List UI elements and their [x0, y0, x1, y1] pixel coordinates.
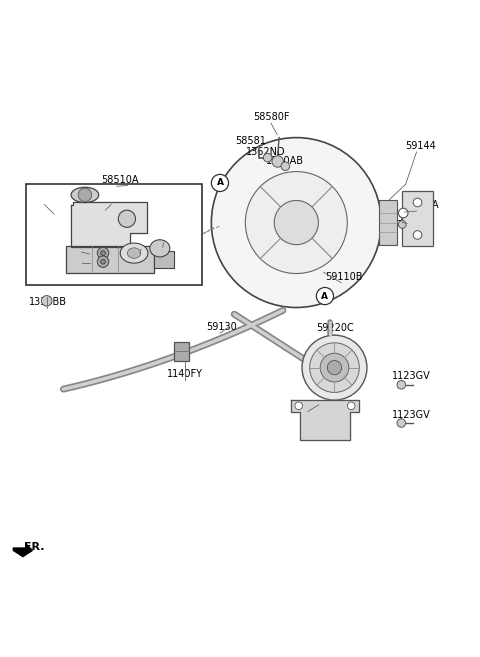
- Circle shape: [211, 174, 228, 192]
- Polygon shape: [290, 400, 360, 440]
- Bar: [174, 342, 190, 361]
- Circle shape: [398, 221, 406, 228]
- Circle shape: [118, 210, 135, 227]
- Text: 58580F: 58580F: [253, 112, 289, 122]
- Circle shape: [310, 343, 360, 392]
- Text: 24105: 24105: [149, 232, 180, 242]
- Circle shape: [211, 137, 381, 307]
- Circle shape: [348, 402, 355, 409]
- Polygon shape: [13, 544, 33, 556]
- Text: 1710AB: 1710AB: [266, 156, 304, 166]
- Text: 58511A: 58511A: [95, 193, 132, 204]
- Text: 1339GA: 1339GA: [401, 200, 440, 210]
- Bar: [26, 185, 202, 284]
- Circle shape: [398, 208, 408, 217]
- Circle shape: [101, 260, 106, 264]
- Circle shape: [320, 353, 349, 382]
- Circle shape: [274, 200, 318, 244]
- Circle shape: [97, 248, 109, 259]
- Bar: [379, 200, 397, 246]
- Ellipse shape: [71, 187, 99, 202]
- Text: 58672: 58672: [66, 241, 97, 251]
- Text: 43777B: 43777B: [392, 213, 430, 223]
- Text: 58535: 58535: [127, 238, 157, 248]
- Ellipse shape: [120, 243, 148, 263]
- Circle shape: [413, 198, 422, 207]
- Text: 1338BB: 1338BB: [29, 297, 67, 307]
- Text: 58525A: 58525A: [123, 261, 161, 271]
- Circle shape: [295, 402, 302, 409]
- Circle shape: [413, 231, 422, 239]
- Circle shape: [97, 256, 109, 267]
- Text: 1123GV: 1123GV: [393, 410, 431, 420]
- Text: A: A: [322, 292, 328, 300]
- Text: 1140FY: 1140FY: [167, 369, 203, 378]
- Text: 1123GV: 1123GV: [393, 371, 431, 381]
- Text: 58510A: 58510A: [101, 175, 139, 185]
- Text: A: A: [216, 179, 224, 187]
- Text: FR.: FR.: [24, 542, 44, 552]
- Polygon shape: [71, 202, 147, 248]
- Ellipse shape: [127, 248, 141, 258]
- Circle shape: [281, 162, 289, 171]
- Text: 1362ND: 1362ND: [246, 147, 286, 157]
- Circle shape: [264, 153, 272, 162]
- Circle shape: [316, 288, 334, 305]
- Circle shape: [397, 419, 406, 427]
- Text: 59220C: 59220C: [317, 323, 354, 333]
- Text: 58672: 58672: [66, 252, 97, 261]
- Circle shape: [245, 171, 347, 273]
- Circle shape: [41, 296, 52, 306]
- Text: 58531A: 58531A: [25, 193, 63, 204]
- Bar: [402, 191, 433, 246]
- Ellipse shape: [150, 240, 170, 257]
- Bar: [66, 246, 154, 273]
- Text: 59144: 59144: [405, 141, 436, 151]
- Bar: [154, 251, 174, 268]
- Text: 59130: 59130: [206, 323, 237, 332]
- Circle shape: [327, 361, 342, 374]
- Text: 58581: 58581: [235, 136, 266, 147]
- Circle shape: [397, 380, 406, 389]
- Text: 59260F: 59260F: [291, 401, 327, 411]
- Text: 59110B: 59110B: [325, 272, 363, 282]
- Circle shape: [101, 251, 106, 256]
- Circle shape: [272, 156, 283, 167]
- Circle shape: [78, 188, 92, 202]
- Circle shape: [302, 335, 367, 400]
